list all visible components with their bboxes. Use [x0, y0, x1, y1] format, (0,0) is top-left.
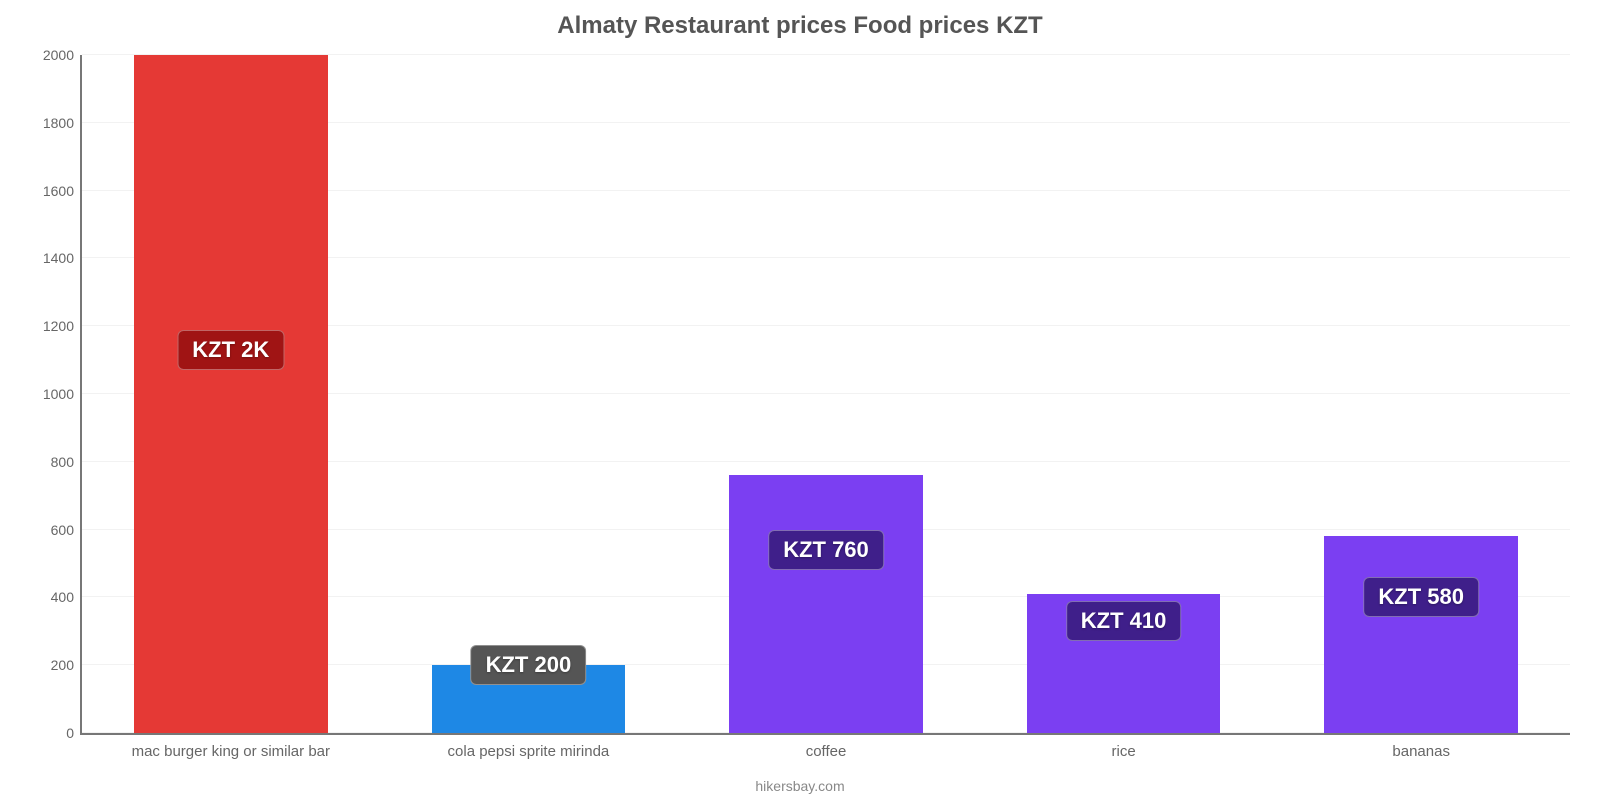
bar-value-label: KZT 2K [177, 330, 284, 370]
bar-value-label: KZT 200 [471, 645, 587, 685]
x-axis-tick: coffee [806, 733, 847, 760]
bar-value-label: KZT 760 [768, 530, 884, 570]
plot-area: 0200400600800100012001400160018002000KZT… [80, 55, 1570, 735]
y-axis-tick: 1600 [22, 183, 82, 199]
y-axis-tick: 1000 [22, 386, 82, 402]
y-axis-tick: 200 [22, 657, 82, 673]
attribution-text: hikersbay.com [0, 778, 1600, 794]
bar-slot: KZT 580 [1272, 55, 1570, 733]
chart-title: Almaty Restaurant prices Food prices KZT [0, 12, 1600, 40]
bar-slot: KZT 200 [380, 55, 678, 733]
y-axis-tick: 0 [22, 725, 82, 741]
x-axis-tick: bananas [1392, 733, 1450, 760]
bar-value-label: KZT 580 [1363, 577, 1479, 617]
bar-slot: KZT 410 [975, 55, 1273, 733]
y-axis-tick: 1200 [22, 318, 82, 334]
x-axis-tick: cola pepsi sprite mirinda [448, 733, 610, 760]
bar [729, 475, 922, 733]
y-axis-tick: 400 [22, 589, 82, 605]
bar [1324, 536, 1517, 733]
y-axis-tick: 1800 [22, 115, 82, 131]
x-axis-tick: rice [1112, 733, 1136, 760]
x-axis-tick: mac burger king or similar bar [132, 733, 330, 760]
y-axis-tick: 600 [22, 522, 82, 538]
bar-slot: KZT 2K [82, 55, 380, 733]
bar-value-label: KZT 410 [1066, 601, 1182, 641]
bar-slot: KZT 760 [677, 55, 975, 733]
y-axis-tick: 1400 [22, 250, 82, 266]
y-axis-tick: 800 [22, 454, 82, 470]
price-bar-chart: Almaty Restaurant prices Food prices KZT… [0, 0, 1600, 800]
bar [134, 55, 327, 733]
y-axis-tick: 2000 [22, 47, 82, 63]
